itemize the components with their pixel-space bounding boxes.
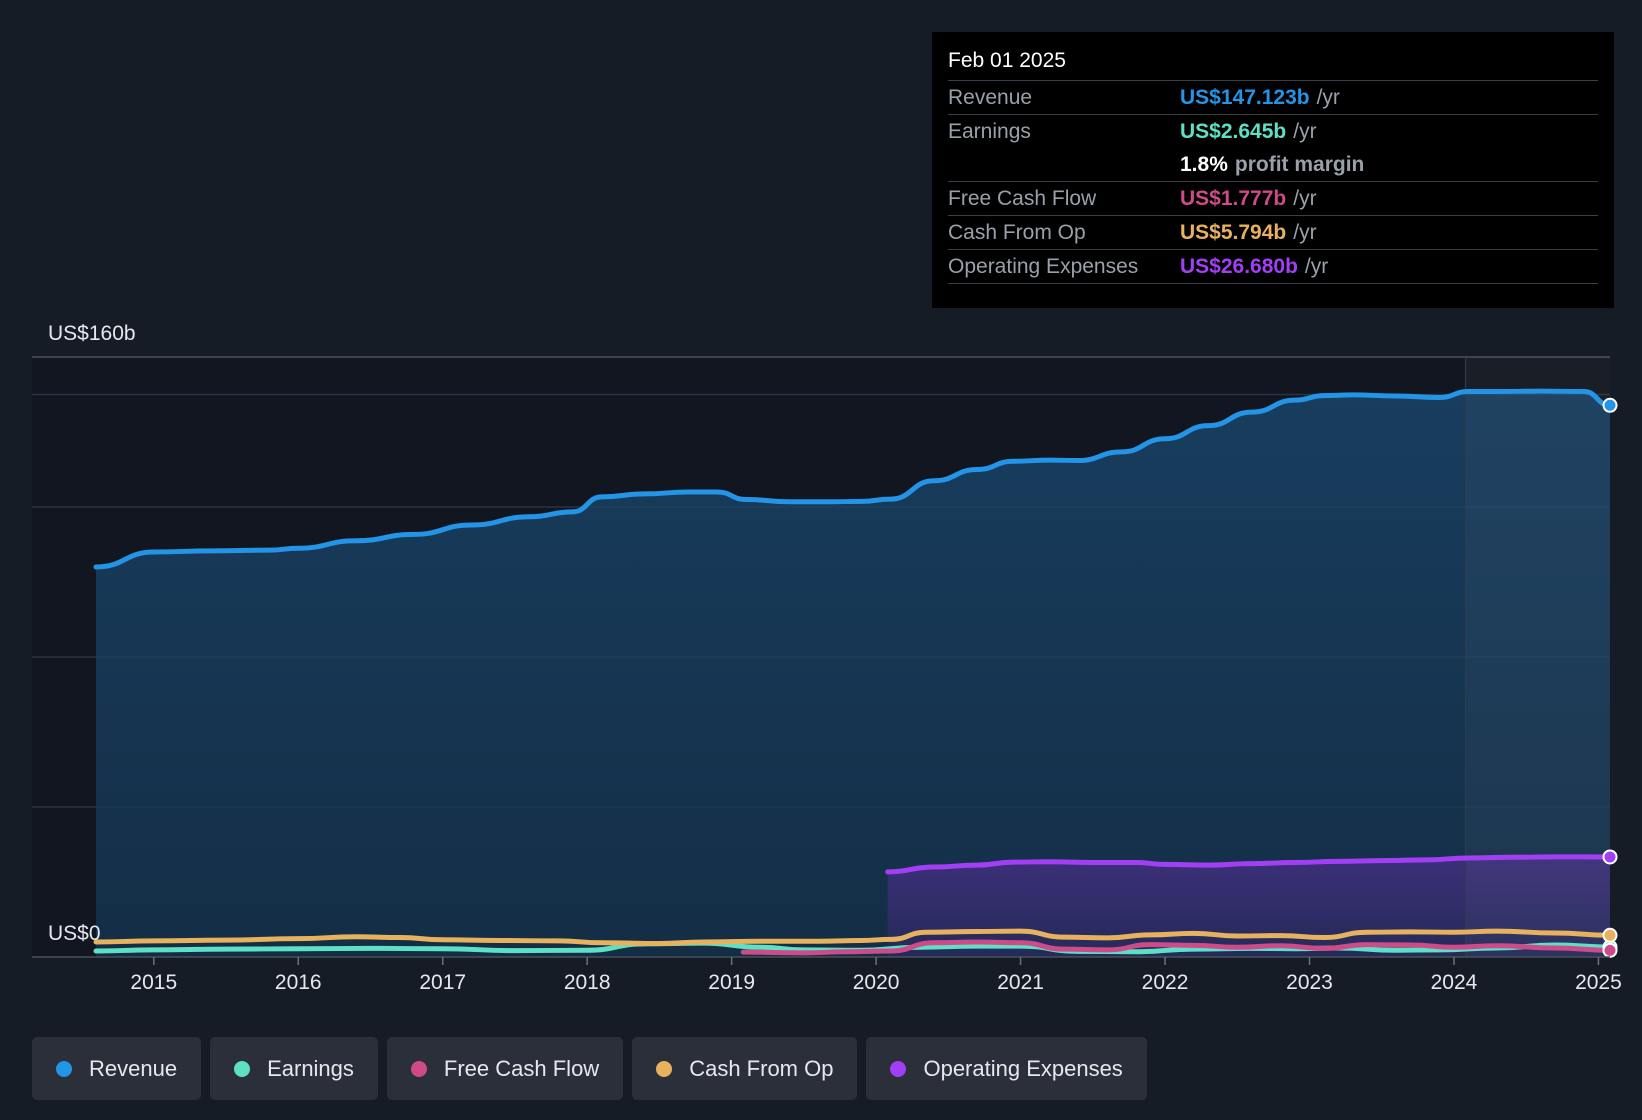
operating-expenses-end-marker bbox=[1602, 849, 1618, 865]
legend-item-earnings[interactable]: Earnings bbox=[210, 1037, 378, 1100]
tooltip-label: Operating Expenses bbox=[948, 254, 1139, 278]
tooltip-unit: /yr bbox=[1304, 254, 1329, 278]
x-tick-label: 2022 bbox=[1142, 971, 1189, 994]
free-cash-flow-end-marker bbox=[1602, 942, 1618, 958]
tooltip-panel: Feb 01 2025 Revenue US$147.123b /yr Earn… bbox=[932, 32, 1614, 308]
tooltip-row-profit-margin: 1.8% profit margin bbox=[948, 148, 1598, 181]
legend-label: Free Cash Flow bbox=[443, 1055, 600, 1081]
tooltip-value: US$147.123b bbox=[1180, 85, 1310, 109]
legend-dot-icon bbox=[656, 1060, 673, 1077]
tooltip-date: Feb 01 2025 bbox=[948, 49, 1066, 72]
legend-item-free-cash-flow[interactable]: Free Cash Flow bbox=[386, 1037, 624, 1100]
x-tick-label: 2019 bbox=[708, 971, 755, 994]
legend: Revenue Earnings Free Cash Flow Cash Fro… bbox=[32, 1037, 1156, 1100]
revenue-line bbox=[93, 388, 1613, 570]
cash-from-op-line bbox=[93, 928, 1613, 946]
revenue-end-marker bbox=[1602, 397, 1618, 413]
x-tick-label: 2016 bbox=[275, 971, 322, 994]
tooltip-value: US$2.645b bbox=[1180, 119, 1287, 143]
cash-from-op-end-marker bbox=[1602, 927, 1618, 943]
tooltip-value: US$26.680b bbox=[1180, 254, 1298, 278]
free-cash-flow-line bbox=[740, 939, 1613, 956]
x-tick-label: 2017 bbox=[419, 971, 466, 994]
highlight-region bbox=[1466, 357, 1610, 957]
revenue-area bbox=[96, 391, 1610, 957]
legend-dot-icon bbox=[56, 1060, 72, 1077]
x-tick-label: 2023 bbox=[1286, 971, 1333, 994]
legend-item-operating-expenses[interactable]: Operating Expenses bbox=[866, 1037, 1147, 1100]
tooltip-row-cash-from-op: Cash From Op US$5.794b /yr bbox=[948, 215, 1598, 249]
profit-margin-label: profit margin bbox=[1234, 152, 1365, 176]
x-tick-label: 2018 bbox=[564, 971, 611, 994]
tooltip-label: Earnings bbox=[948, 119, 1031, 143]
tooltip-label: Cash From Op bbox=[948, 220, 1086, 244]
tooltip-value: US$1.777b bbox=[1180, 186, 1287, 210]
profit-margin-value: 1.8% bbox=[1180, 152, 1228, 176]
tooltip-row-earnings: Earnings US$2.645b /yr bbox=[948, 114, 1598, 148]
x-tick-label: 2020 bbox=[853, 971, 900, 994]
legend-dot-icon bbox=[410, 1060, 427, 1077]
tooltip-row-revenue: Revenue US$147.123b /yr bbox=[948, 80, 1598, 114]
legend-label: Revenue bbox=[89, 1055, 178, 1081]
y-axis-top-label: US$160b bbox=[48, 322, 136, 345]
x-tick-label: 2024 bbox=[1431, 971, 1478, 994]
legend-dot-icon bbox=[234, 1060, 251, 1077]
legend-item-revenue[interactable]: Revenue bbox=[32, 1037, 202, 1100]
x-tick-label: 2015 bbox=[130, 971, 177, 994]
tooltip-value: US$5.794b bbox=[1180, 220, 1287, 244]
x-tick-label: 2025 bbox=[1575, 971, 1622, 994]
operating-expenses-line bbox=[885, 854, 1613, 875]
tooltip-unit: /yr bbox=[1293, 186, 1317, 210]
tooltip-unit: /yr bbox=[1293, 119, 1317, 143]
legend-dot-icon bbox=[890, 1060, 907, 1077]
tooltip-label: Revenue bbox=[948, 85, 1033, 109]
y-axis-bottom-label: US$0 bbox=[48, 922, 101, 945]
x-tick-label: 2021 bbox=[997, 971, 1044, 994]
legend-label: Earnings bbox=[267, 1055, 354, 1081]
legend-item-cash-from-op[interactable]: Cash From Op bbox=[632, 1037, 858, 1100]
tooltip-row-free-cash-flow: Free Cash Flow US$1.777b /yr bbox=[948, 181, 1598, 215]
tooltip-unit: /yr bbox=[1316, 85, 1340, 109]
legend-label: Operating Expenses bbox=[923, 1055, 1123, 1081]
legend-label: Cash From Op bbox=[689, 1055, 834, 1081]
tooltip-unit: /yr bbox=[1293, 220, 1317, 244]
tooltip-row-operating-expenses: Operating Expenses US$26.680b /yr bbox=[948, 249, 1598, 284]
tooltip-label: Free Cash Flow bbox=[948, 186, 1097, 210]
